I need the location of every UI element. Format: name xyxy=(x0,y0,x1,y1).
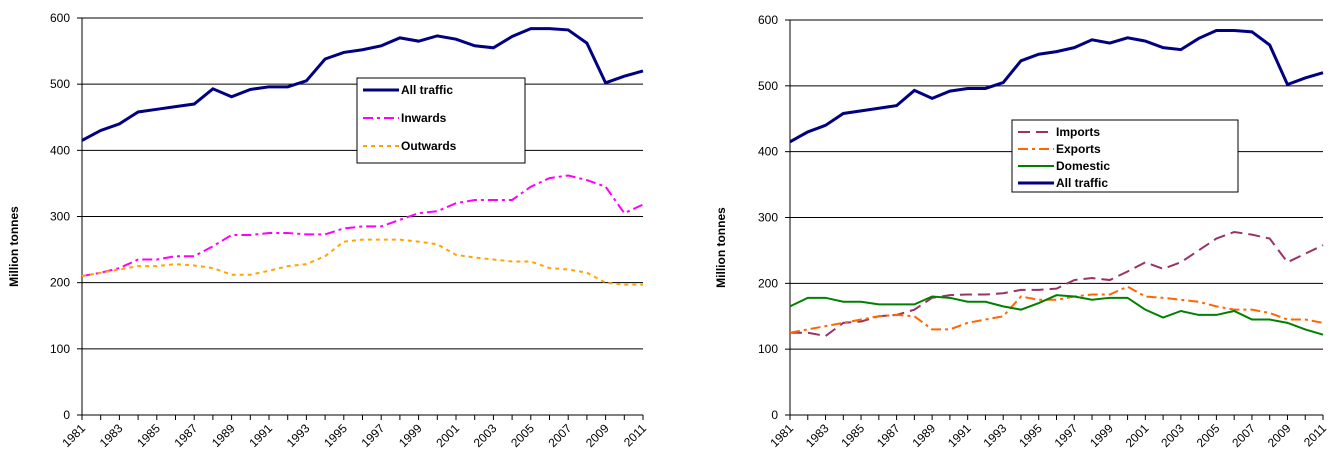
x-tick-label: 2009 xyxy=(583,421,612,450)
x-tick-label: 1981 xyxy=(59,421,88,450)
x-tick-label: 1991 xyxy=(945,421,974,450)
series-line xyxy=(789,285,1324,334)
x-tick-label: 1993 xyxy=(981,421,1010,450)
x-tick-label: 2007 xyxy=(546,421,575,450)
x-tick-label: 1985 xyxy=(838,421,867,450)
x-tick-label: 2005 xyxy=(508,421,537,450)
y-axis-title: Million tonnes xyxy=(7,206,21,287)
x-tick-label: 2011 xyxy=(1301,421,1329,449)
x-tick-label: 1989 xyxy=(909,421,938,450)
y-tick-label: 300 xyxy=(50,210,70,224)
y-tick-label: 200 xyxy=(50,276,70,290)
x-tick-label: 1999 xyxy=(1087,421,1116,450)
x-tick-label: 2003 xyxy=(471,421,500,450)
x-tick-label: 2005 xyxy=(1194,421,1223,450)
y-tick-label: 200 xyxy=(758,276,778,290)
series-line xyxy=(81,238,643,286)
series-line xyxy=(790,230,1324,338)
legend-label: All traffic xyxy=(401,83,453,97)
x-tick-label: 1981 xyxy=(767,421,796,450)
y-tick-label: 400 xyxy=(50,143,70,157)
x-tick-label: 2003 xyxy=(1158,421,1187,450)
x-tick-label: 1983 xyxy=(803,421,832,450)
x-tick-label: 2001 xyxy=(433,421,462,450)
y-tick-label: 300 xyxy=(758,211,778,225)
y-tick-label: 100 xyxy=(50,342,70,356)
x-tick-label: 1995 xyxy=(321,421,350,450)
x-tick-label: 1985 xyxy=(134,421,163,450)
x-tick-label: 1993 xyxy=(284,421,313,450)
x-tick-label: 2009 xyxy=(1265,421,1294,450)
legend-label: Imports xyxy=(1056,125,1100,139)
legend-label: Outwards xyxy=(401,139,457,153)
x-tick-label: 1987 xyxy=(874,421,903,450)
x-tick-label: 1991 xyxy=(246,421,275,450)
series-line xyxy=(789,29,1324,144)
x-tick-label: 2007 xyxy=(1229,421,1258,450)
y-tick-label: 400 xyxy=(758,145,778,159)
x-tick-label: 1997 xyxy=(359,421,388,450)
x-tick-label: 1989 xyxy=(209,421,238,450)
x-tick-label: 1983 xyxy=(97,421,126,450)
y-tick-label: 600 xyxy=(758,13,778,27)
y-tick-label: 500 xyxy=(50,77,70,91)
legend-label: Inwards xyxy=(401,111,447,125)
y-tick-label: 0 xyxy=(771,408,778,422)
legend-box xyxy=(356,77,526,164)
legend-label: Domestic xyxy=(1056,159,1110,173)
y-axis-title: Million tonnes xyxy=(714,207,728,288)
x-tick-label: 2011 xyxy=(621,421,649,449)
series-line xyxy=(81,174,644,278)
y-tick-label: 0 xyxy=(63,408,70,422)
series-line xyxy=(81,27,644,142)
x-tick-label: 1999 xyxy=(396,421,425,450)
legend-box xyxy=(1011,119,1239,193)
series-line xyxy=(789,294,1324,336)
legend-label: All traffic xyxy=(1056,176,1108,190)
x-tick-label: 1997 xyxy=(1052,421,1081,450)
x-tick-label: 1987 xyxy=(172,421,201,450)
y-tick-label: 600 xyxy=(50,11,70,25)
y-tick-label: 500 xyxy=(758,79,778,93)
y-tick-label: 100 xyxy=(758,342,778,356)
x-tick-label: 2001 xyxy=(1123,421,1152,450)
legend-label: Exports xyxy=(1056,142,1101,156)
x-tick-label: 1995 xyxy=(1016,421,1045,450)
